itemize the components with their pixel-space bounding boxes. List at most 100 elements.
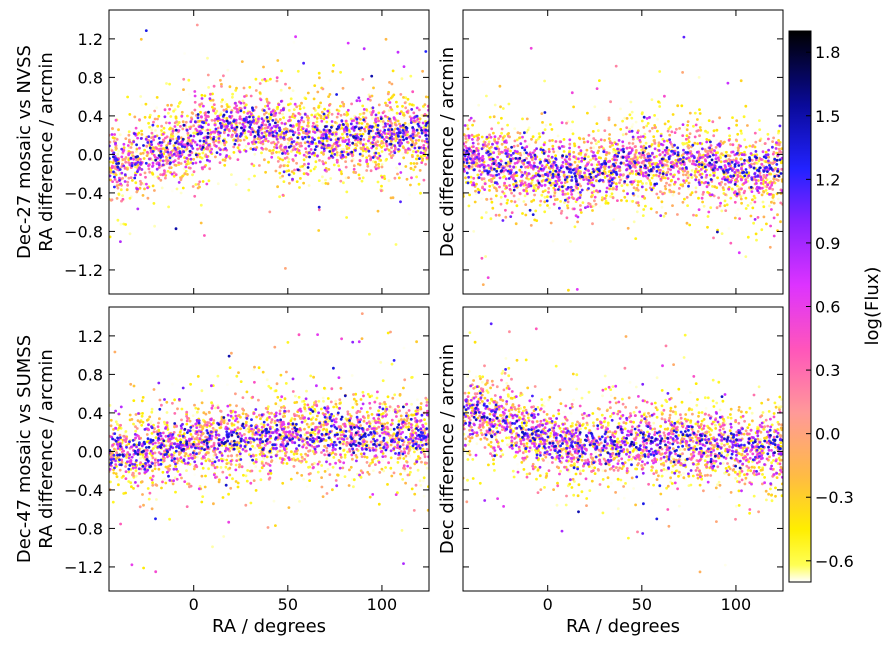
data-point	[279, 164, 283, 168]
data-point	[480, 163, 484, 167]
data-point	[196, 132, 200, 136]
data-point	[264, 123, 268, 127]
data-point	[207, 86, 211, 89]
data-point	[361, 176, 365, 180]
data-point	[361, 154, 365, 158]
data-point	[252, 139, 256, 142]
data-point	[282, 164, 286, 168]
data-point	[266, 79, 270, 82]
data-point	[628, 172, 632, 175]
data-point	[367, 132, 371, 135]
data-point	[116, 153, 120, 156]
data-point	[203, 165, 207, 169]
data-point	[409, 162, 413, 165]
data-point	[212, 84, 216, 88]
data-point	[520, 170, 523, 174]
data-point	[205, 155, 209, 159]
data-point	[120, 155, 124, 159]
data-point	[168, 139, 172, 143]
data-point	[626, 226, 630, 230]
data-point	[292, 40, 296, 44]
data-point	[635, 187, 639, 190]
data-point	[401, 135, 405, 139]
data-point	[495, 167, 498, 171]
data-point	[380, 141, 383, 145]
data-point	[275, 137, 279, 141]
data-point	[134, 171, 137, 175]
data-point	[568, 152, 571, 156]
data-point	[685, 221, 689, 225]
data-point	[195, 129, 199, 133]
data-point	[630, 170, 634, 173]
data-point	[263, 77, 267, 81]
data-point	[409, 121, 413, 124]
data-point	[336, 144, 340, 148]
data-point	[665, 163, 668, 167]
data-point	[422, 144, 426, 147]
data-point	[344, 157, 348, 161]
data-point	[152, 120, 155, 124]
data-point	[587, 133, 591, 137]
data-point	[357, 121, 361, 125]
data-point	[226, 133, 230, 137]
data-point	[673, 131, 677, 135]
data-point	[134, 155, 138, 159]
data-point	[185, 128, 189, 132]
data-point	[287, 109, 291, 112]
data-point	[181, 186, 185, 190]
data-point	[395, 100, 398, 104]
data-point	[697, 196, 700, 200]
data-point	[179, 125, 182, 128]
data-point	[467, 155, 470, 159]
data-point	[511, 177, 515, 181]
data-point	[330, 112, 334, 116]
data-point	[657, 100, 660, 104]
data-point	[346, 135, 349, 139]
data-point	[344, 125, 348, 129]
data-point	[334, 132, 338, 136]
data-point	[138, 133, 141, 137]
data-point	[631, 142, 635, 145]
data-point	[402, 138, 406, 142]
data-point	[415, 162, 419, 165]
data-point	[687, 156, 690, 160]
data-point	[595, 163, 599, 167]
data-point	[117, 128, 120, 132]
data-point	[718, 182, 721, 185]
data-point	[312, 167, 316, 171]
data-point	[469, 180, 473, 184]
y-tick-label: −0.8	[64, 222, 103, 241]
data-point	[240, 60, 244, 63]
data-point	[570, 179, 574, 182]
data-point	[174, 115, 178, 119]
data-point	[209, 151, 213, 154]
data-point	[540, 184, 544, 188]
data-point	[309, 169, 313, 173]
data-point	[302, 172, 306, 176]
data-point	[318, 76, 321, 80]
data-point	[686, 120, 690, 123]
data-point	[473, 157, 477, 161]
data-point	[236, 110, 240, 114]
data-point	[472, 119, 476, 123]
data-point	[345, 132, 349, 136]
data-point	[287, 169, 291, 173]
data-point	[516, 144, 520, 148]
data-point	[547, 150, 551, 154]
data-point	[325, 139, 329, 143]
data-point	[301, 127, 305, 130]
data-point	[320, 119, 324, 123]
data-point	[527, 143, 531, 147]
data-point	[575, 160, 579, 164]
data-point	[619, 127, 623, 131]
data-point	[464, 137, 468, 140]
data-point	[324, 161, 327, 165]
data-point	[702, 204, 706, 208]
data-point	[640, 119, 644, 123]
data-point	[548, 178, 552, 182]
data-point	[306, 140, 310, 144]
data-point	[307, 184, 311, 187]
data-point	[298, 151, 302, 155]
data-point	[474, 192, 478, 196]
data-point	[591, 130, 595, 133]
